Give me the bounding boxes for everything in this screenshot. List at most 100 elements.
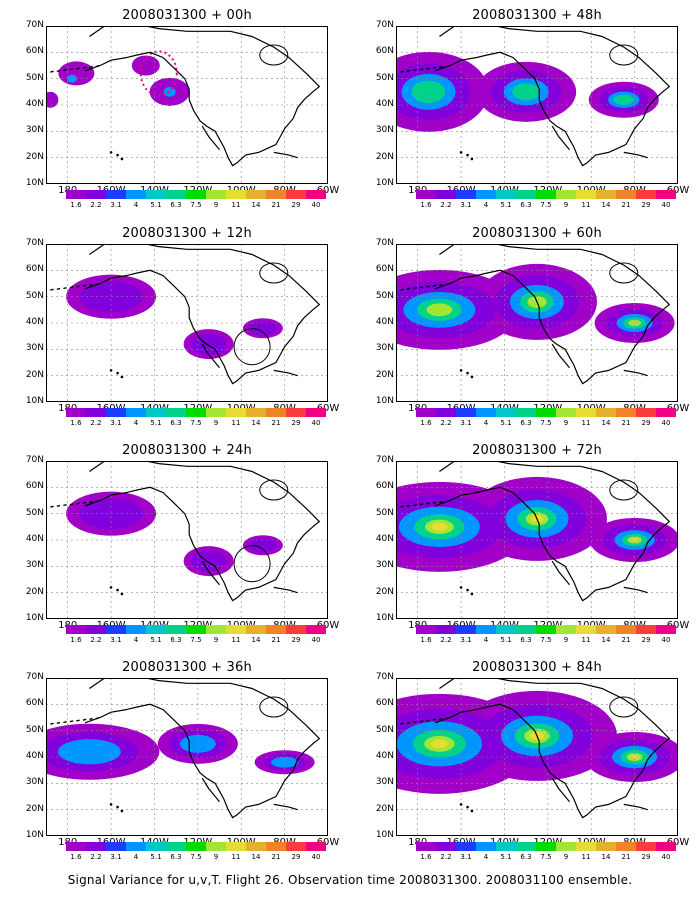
latitude-label: 60N (25, 264, 44, 275)
latitude-label: 40N (25, 534, 44, 544)
colorbar-swatch (86, 625, 106, 634)
map-frame (396, 26, 678, 184)
colorbar-swatch (436, 842, 456, 851)
colorbar-label: 11 (581, 636, 591, 644)
colorbar-swatch (306, 625, 326, 634)
colorbar-label: 11 (231, 853, 241, 861)
figure-caption: Signal Variance for u,v,T. Flight 26. Ob… (67, 873, 633, 887)
colorbar-swatch (636, 190, 656, 199)
latitude-label: 50N (25, 290, 44, 301)
colorbar-label: 1.6 (70, 636, 82, 644)
map-area (46, 461, 328, 619)
latitude-label: 40N (375, 534, 394, 544)
colorbar-label: 6.3 (520, 419, 532, 427)
colorbar-swatch (456, 625, 476, 634)
colorbar-swatch (106, 408, 126, 417)
aleutian-island (445, 283, 450, 286)
aleutian-island (439, 283, 443, 287)
aleutian-island (50, 70, 54, 73)
colorbar-label: 21 (271, 636, 281, 644)
caribbean-islands (623, 369, 648, 377)
variance-blob (248, 538, 277, 553)
colorbar-swatch (226, 842, 246, 851)
aleutian-island (56, 69, 61, 72)
aleutian-island (406, 69, 411, 72)
latitude-label: 30N (375, 777, 394, 788)
colorbar-swatch (126, 842, 146, 851)
colorbar-label: 7.5 (190, 636, 202, 644)
caribbean-islands (273, 151, 298, 159)
aleutian-island (426, 67, 430, 70)
variance-blob (430, 739, 448, 749)
baja-coastline (201, 125, 220, 151)
colorbar-label: 14 (601, 419, 611, 427)
panel-title: 2008031300 + 84h (472, 660, 602, 675)
hudson-bay (609, 44, 639, 66)
colorbar-label: 4 (483, 636, 489, 644)
colorbar-label: 14 (251, 853, 261, 861)
latitude-label: 10N (25, 613, 44, 623)
aleutian-island (82, 66, 87, 69)
colorbar-label: 6.3 (170, 419, 182, 427)
map-area (396, 244, 678, 402)
colorbar-swatch (416, 190, 436, 199)
variance-blob (46, 91, 59, 108)
colorbar-swatch (286, 190, 306, 199)
hawaii-island (116, 153, 119, 157)
hawaii-island (120, 592, 124, 596)
hudson-bay (609, 696, 639, 718)
aleutian-island (95, 717, 100, 720)
aleutian-island (50, 722, 54, 725)
forecast-panel: 2008031300 + 48h70N60N50N40N30N20N10N180… (360, 8, 690, 213)
aleutian-island (445, 717, 450, 720)
colorbar-swatch (556, 408, 576, 417)
colorbar-swatch (536, 842, 556, 851)
map-svg (396, 244, 678, 402)
hudson-bay (259, 696, 289, 718)
colorbar-label: 6.3 (170, 636, 182, 644)
colorbar-label: 1.6 (420, 419, 432, 427)
colorbar-label: 40 (311, 853, 321, 861)
colorbar-label: 3.1 (110, 419, 122, 427)
variance-blob (163, 86, 176, 97)
variance-blob (131, 55, 160, 76)
latitude-label: 20N (25, 369, 44, 380)
aleutian-island (426, 719, 430, 722)
forecast-panel: 2008031300 + 84h70N60N50N40N30N20N10N180… (360, 660, 690, 865)
colorbar-label: 11 (581, 201, 591, 209)
aleutian-island (63, 287, 67, 290)
hawaii-island (470, 809, 474, 813)
colorbar-swatch (146, 842, 166, 851)
colorbar-label: 2.2 (440, 853, 452, 861)
variance-blob (191, 333, 227, 355)
aleutian-island (50, 288, 54, 291)
colorbar-swatch (266, 190, 286, 199)
colorbar-label: 4 (133, 853, 139, 861)
colorbar-label: 21 (621, 853, 631, 861)
aleutian-island (400, 288, 404, 291)
map-frame (396, 244, 678, 402)
colorbar-label: 1.6 (70, 201, 82, 209)
colorbar-label: 5.1 (150, 636, 162, 644)
colorbar-label: 3.1 (460, 201, 472, 209)
aleutian-island (69, 503, 74, 506)
colorbar-label: 3.1 (110, 636, 122, 644)
variance-blob (191, 550, 227, 572)
hawaii-island (466, 371, 469, 375)
colorbar (66, 625, 326, 634)
aleutian-island (406, 721, 411, 724)
colorbar-label: 2.2 (440, 636, 452, 644)
aleutian-island (95, 500, 100, 503)
colorbar-label: 40 (661, 636, 671, 644)
coastline (434, 244, 671, 385)
colorbar-swatch (516, 190, 536, 199)
colorbar-swatch (656, 408, 676, 417)
colorbar-label: 9 (563, 636, 569, 644)
map-frame (396, 461, 678, 619)
variance-blob (628, 319, 642, 327)
map-svg (396, 678, 678, 836)
colorbar-label: 29 (291, 636, 301, 644)
colorbar-label: 4 (133, 201, 139, 209)
coastline (434, 678, 671, 819)
latitude-label: 60N (25, 481, 44, 492)
